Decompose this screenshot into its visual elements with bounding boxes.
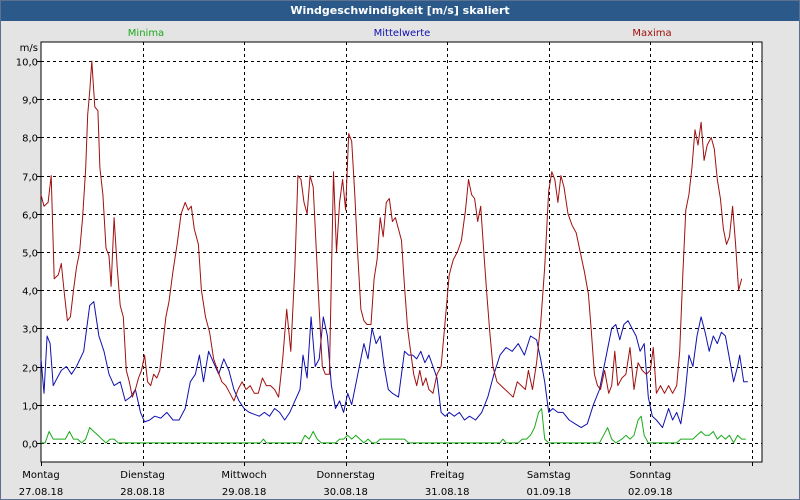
x-tick-label-date: 29.08.18: [222, 487, 267, 498]
y-tick-label: 7,0: [22, 173, 38, 184]
x-tick-label-day: Donnerstag: [316, 470, 374, 481]
y-tick-label: 8,0: [22, 134, 38, 145]
x-tick-label-day: Montag: [22, 470, 59, 481]
y-tick-label: 1,0: [22, 402, 38, 413]
x-tick-label-day: Sonntag: [630, 470, 672, 481]
series-line-mittelwerte: [40, 301, 748, 429]
x-tick-label-date: 30.08.18: [323, 487, 368, 498]
y-tick-label: 4,0: [22, 287, 38, 298]
y-tick-label: 6,0: [22, 211, 38, 222]
x-tick-label-day: Samstag: [527, 470, 571, 481]
legend-minima: Minima: [128, 28, 164, 39]
x-tick-label-day: Mittwoch: [221, 470, 266, 481]
window-title: Windgeschwindigkeit [m/s] skaliert: [1, 1, 799, 21]
x-tick-label-day: Freitag: [430, 470, 464, 481]
series-lines: [40, 60, 748, 444]
x-tick-label-date: 27.08.18: [19, 487, 64, 498]
series-line-maxima: [40, 60, 743, 402]
x-tick-label-date: 02.09.18: [628, 487, 673, 498]
grid-lines: [37, 42, 762, 466]
series-line-minima: [41, 408, 746, 444]
y-axis-unit-label: m/s: [20, 43, 38, 54]
y-tick-label: 3,0: [22, 325, 38, 336]
legend-mittelwerte: Mittelwerte: [374, 28, 431, 39]
y-tick-label: 10,0: [16, 58, 38, 69]
x-tick-label-date: 28.08.18: [120, 487, 165, 498]
y-tick-label: 9,0: [22, 96, 38, 107]
y-tick-labels: 0,0 1,0 2,0 3,0 4,0 5,0 6,0 7,0 8,0 9,0 10,0: [16, 58, 38, 451]
y-tick-label: 2,0: [22, 364, 38, 375]
x-tick-label-day: Dienstag: [120, 470, 165, 481]
y-tick-label: 0,0: [22, 440, 38, 451]
x-tick-label-date: 01.09.18: [526, 487, 571, 498]
x-tick-label-date: 31.08.18: [425, 487, 470, 498]
x-tick-labels: Montag 27.08.18 Dienstag 28.08.18 Mittwoch 29…: [19, 470, 673, 498]
y-tick-label: 5,0: [22, 249, 38, 260]
legend-maxima: Maxima: [632, 28, 671, 39]
